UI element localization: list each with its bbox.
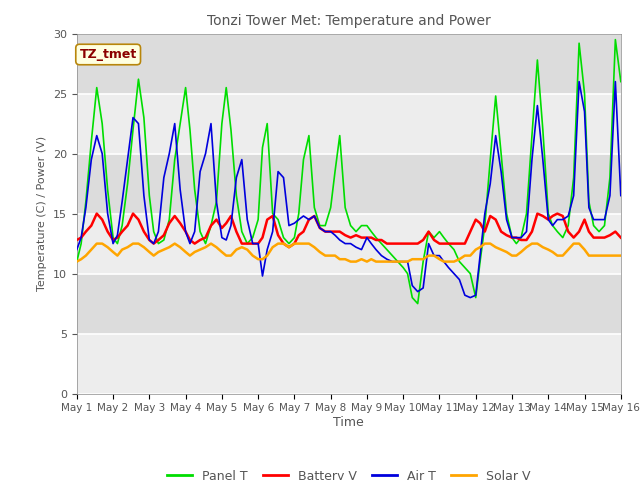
Text: TZ_tmet: TZ_tmet xyxy=(79,48,137,61)
Title: Tonzi Tower Met: Temperature and Power: Tonzi Tower Met: Temperature and Power xyxy=(207,14,491,28)
Y-axis label: Temperature (C) / Power (V): Temperature (C) / Power (V) xyxy=(37,136,47,291)
Bar xyxy=(77,154,621,214)
Legend: Panel T, Battery V, Air T, Solar V: Panel T, Battery V, Air T, Solar V xyxy=(163,465,535,480)
X-axis label: Time: Time xyxy=(333,416,364,429)
Bar xyxy=(77,214,621,274)
Bar xyxy=(77,334,621,394)
Bar xyxy=(77,94,621,154)
Bar xyxy=(77,34,621,94)
Bar xyxy=(77,274,621,334)
